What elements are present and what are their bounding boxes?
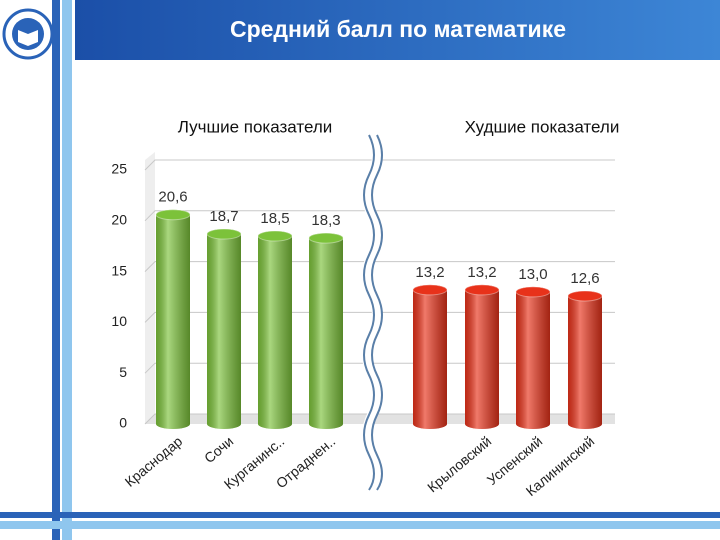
y-tick-label: 0 (119, 415, 127, 431)
y-tick-label: 10 (111, 313, 127, 329)
stripe (62, 0, 72, 540)
value-label: 18,7 (209, 208, 238, 225)
y-tick-label: 20 (111, 212, 127, 228)
grid-line (144, 261, 615, 272)
slide-title: Средний балл по математике (230, 16, 566, 42)
bar-shading (413, 284, 447, 429)
stripe (0, 521, 720, 529)
bar-top (464, 284, 500, 296)
axis-break (363, 134, 375, 491)
value-label: 12,6 (570, 270, 599, 287)
value-label: 13,2 (415, 264, 444, 281)
bar-shading (156, 209, 190, 429)
axis-break (371, 134, 383, 491)
axis-break (362, 132, 382, 493)
x-tick-label: Краснодар (122, 433, 186, 490)
bar-top (567, 290, 603, 302)
grid-line (144, 362, 615, 374)
grid-line (144, 159, 615, 171)
value-label: 18,5 (260, 210, 289, 227)
wall (145, 152, 155, 424)
y-tick-label: 5 (119, 364, 127, 380)
value-label: 13,2 (467, 264, 496, 281)
bar-top (515, 286, 551, 298)
bar-top (412, 284, 448, 296)
y-tick-label: 25 (111, 161, 127, 177)
group-label: Худшие показатели (465, 117, 620, 136)
x-tick-label: Сочи (201, 433, 236, 466)
value-label: 13,0 (518, 266, 547, 283)
bar-shading (207, 229, 241, 429)
bar-top (206, 228, 242, 240)
bar-top (308, 232, 344, 244)
grid-line (144, 413, 615, 425)
bar-top (155, 209, 191, 221)
group-label: Лучшие показатели (178, 117, 333, 136)
header-bar (75, 0, 720, 60)
grid-line (144, 210, 615, 222)
grid-line (144, 311, 615, 323)
y-tick-label: 15 (111, 262, 127, 278)
stripe (0, 512, 720, 518)
logo (2, 8, 54, 60)
bar-shading (516, 286, 550, 429)
value-label: 18,3 (311, 212, 340, 229)
bar-shading (309, 233, 343, 429)
x-tick-label: Крыловский (424, 433, 494, 496)
bar-shading (465, 284, 499, 429)
bar-shading (258, 231, 292, 429)
stripe (52, 0, 60, 540)
bar-shading (568, 290, 602, 429)
bar-top (257, 230, 293, 242)
value-label: 20,6 (158, 189, 187, 206)
